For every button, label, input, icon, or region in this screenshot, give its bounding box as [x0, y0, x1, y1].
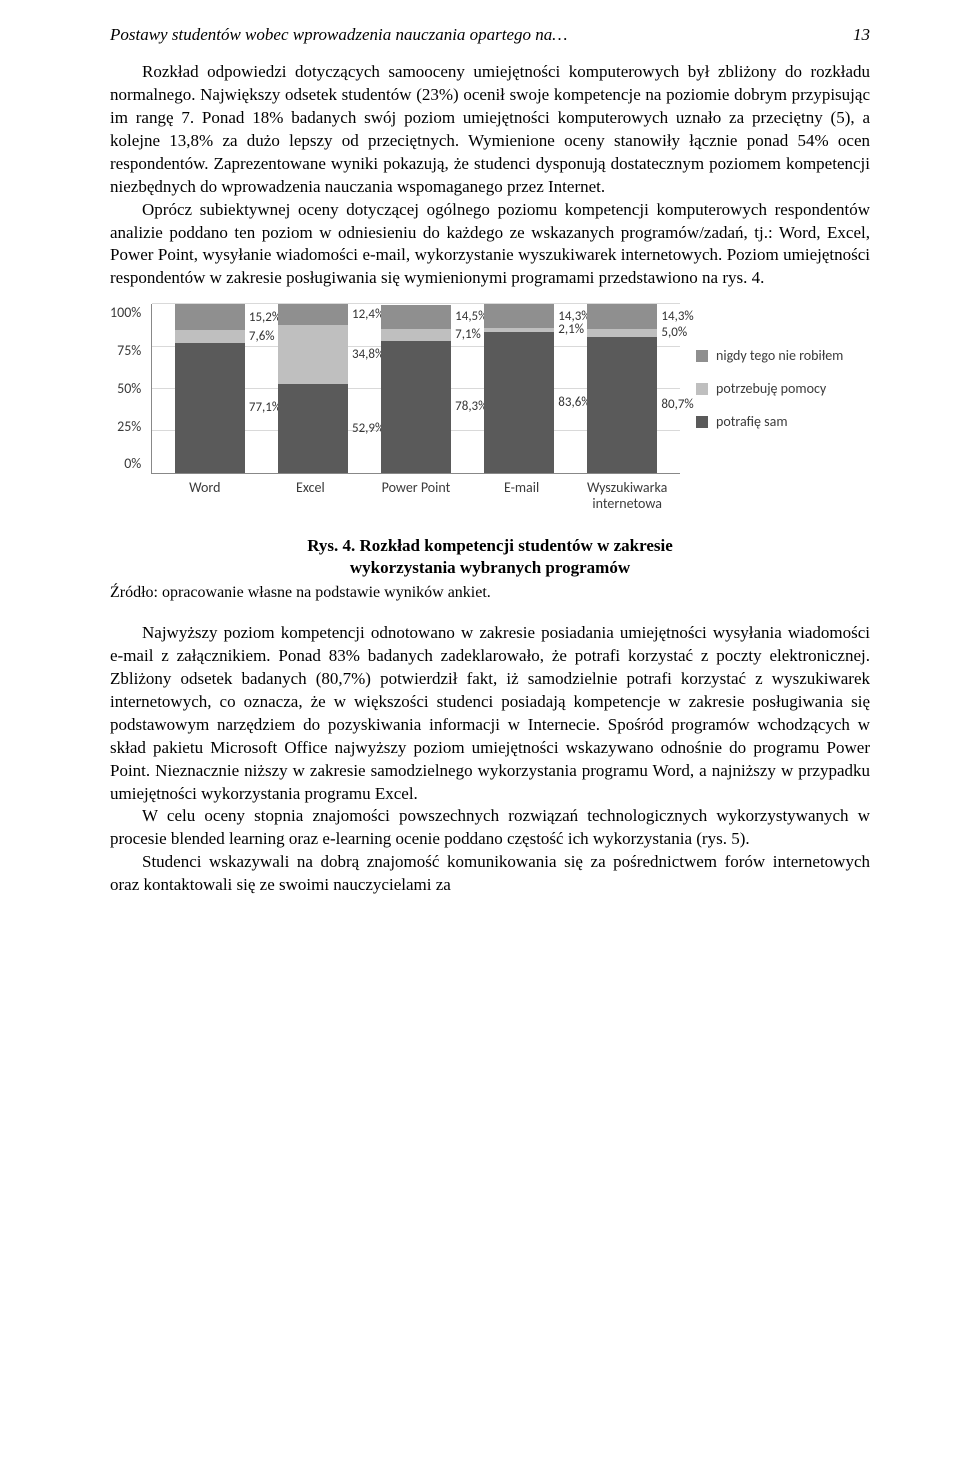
y-axis: 100% 75% 50% 25% 0% [110, 304, 151, 474]
x-axis: WordExcelPower PointE-mailWyszukiwarkain… [152, 474, 870, 512]
bar: 77,1%7,6%15,2% [175, 304, 245, 473]
bar-segment: 7,1% [381, 329, 451, 341]
legend-swatch [696, 383, 708, 395]
x-tick: E-mail [469, 474, 575, 512]
x-axis-spacer [680, 474, 870, 512]
bar-segment: 5,0% [587, 329, 657, 337]
legend-swatch [696, 416, 708, 428]
bar-segment: 77,1% [175, 343, 245, 473]
y-tick: 100% [110, 304, 141, 323]
bar-value-label: 14,3% [661, 308, 693, 326]
bar-value-label: 15,2% [249, 309, 281, 327]
legend-label: potrzebuję pomocy [716, 380, 826, 399]
legend: nigdy tego nie robiłem potrzebuję pomocy p… [680, 304, 870, 474]
bar-segment: 80,7% [587, 337, 657, 473]
bar-value-label: 14,3% [558, 308, 590, 326]
bar-segment: 7,6% [175, 330, 245, 343]
caption-line-2: wykorzystania wybranych programów [350, 558, 630, 577]
bar-value-label: 52,9% [352, 420, 384, 438]
bar-segment: 78,3% [381, 341, 451, 473]
bar-segment: 83,6% [484, 332, 554, 473]
legend-swatch [696, 350, 708, 362]
bar-segment: 15,2% [175, 304, 245, 330]
plot-area: 77,1%7,6%15,2%52,9%34,8%12,4%78,3%7,1%14… [151, 304, 680, 474]
y-tick: 75% [117, 342, 141, 361]
running-head: Postawy studentów wobec wprowadzenia nau… [110, 24, 870, 47]
paragraph-3: Najwyższy poziom kompetencji odnotowano … [110, 622, 870, 806]
bar-segment: 14,3% [484, 304, 554, 328]
bar-value-label: 34,8% [352, 346, 384, 364]
bar-segment: 34,8% [278, 325, 348, 384]
paragraph-5: Studenci wskazywali na dobrą znajomość k… [110, 851, 870, 897]
x-tick: Excel [258, 474, 364, 512]
bar: 78,3%7,1%14,5% [381, 304, 451, 473]
x-tick: Wyszukiwarkainternetowa [574, 474, 680, 512]
x-tick: Power Point [363, 474, 469, 512]
bar: 52,9%34,8%12,4% [278, 304, 348, 473]
running-title: Postawy studentów wobec wprowadzenia nau… [110, 24, 567, 47]
bar-segment: 14,5% [381, 305, 451, 330]
figure-caption: Rys. 4. Rozkład kompetencji studentów w … [110, 535, 870, 581]
y-tick: 50% [117, 380, 141, 399]
bar-value-label: 12,4% [352, 306, 384, 324]
legend-label: potrafię sam [716, 413, 788, 432]
bar-value-label: 80,7% [661, 396, 693, 414]
bar: 80,7%5,0%14,3% [587, 304, 657, 473]
paragraph-1: Rozkład odpowiedzi dotyczących samooceny… [110, 61, 870, 199]
x-tick: Word [152, 474, 258, 512]
bar: 83,6%2,1%14,3% [484, 304, 554, 473]
legend-label: nigdy tego nie robiłem [716, 347, 843, 366]
bar-value-label: 14,5% [455, 308, 487, 326]
bar-value-label: 7,6% [249, 328, 275, 346]
legend-item: potrzebuję pomocy [696, 380, 870, 399]
caption-line-1: Rys. 4. Rozkład kompetencji studentów w … [307, 536, 673, 555]
bar-segment: 14,3% [587, 304, 657, 328]
bar-value-label: 83,6% [558, 394, 590, 412]
legend-item: nigdy tego nie robiłem [696, 347, 870, 366]
paragraph-4: W celu oceny stopnia znajomości powszech… [110, 805, 870, 851]
bar-segment: 12,4% [278, 304, 348, 325]
y-tick: 0% [124, 455, 141, 474]
competence-chart: 100%75%50%25%0% 77,1%7,6%15,2%52,9%34,8%… [110, 304, 870, 512]
paragraph-2: Oprócz subiektywnej oceny dotyczącej ogó… [110, 199, 870, 291]
bar-value-label: 78,3% [455, 398, 487, 416]
legend-item: potrafię sam [696, 413, 870, 432]
bar-segment: 2,1% [484, 328, 554, 332]
bar-value-label: 5,0% [661, 324, 687, 342]
figure-source: Źródło: opracowanie własne na podstawie … [110, 582, 870, 604]
bar-value-label: 77,1% [249, 399, 281, 417]
y-tick: 25% [117, 418, 141, 437]
bar-segment: 52,9% [278, 384, 348, 473]
bar-value-label: 7,1% [455, 326, 481, 344]
page-number: 13 [853, 24, 870, 47]
